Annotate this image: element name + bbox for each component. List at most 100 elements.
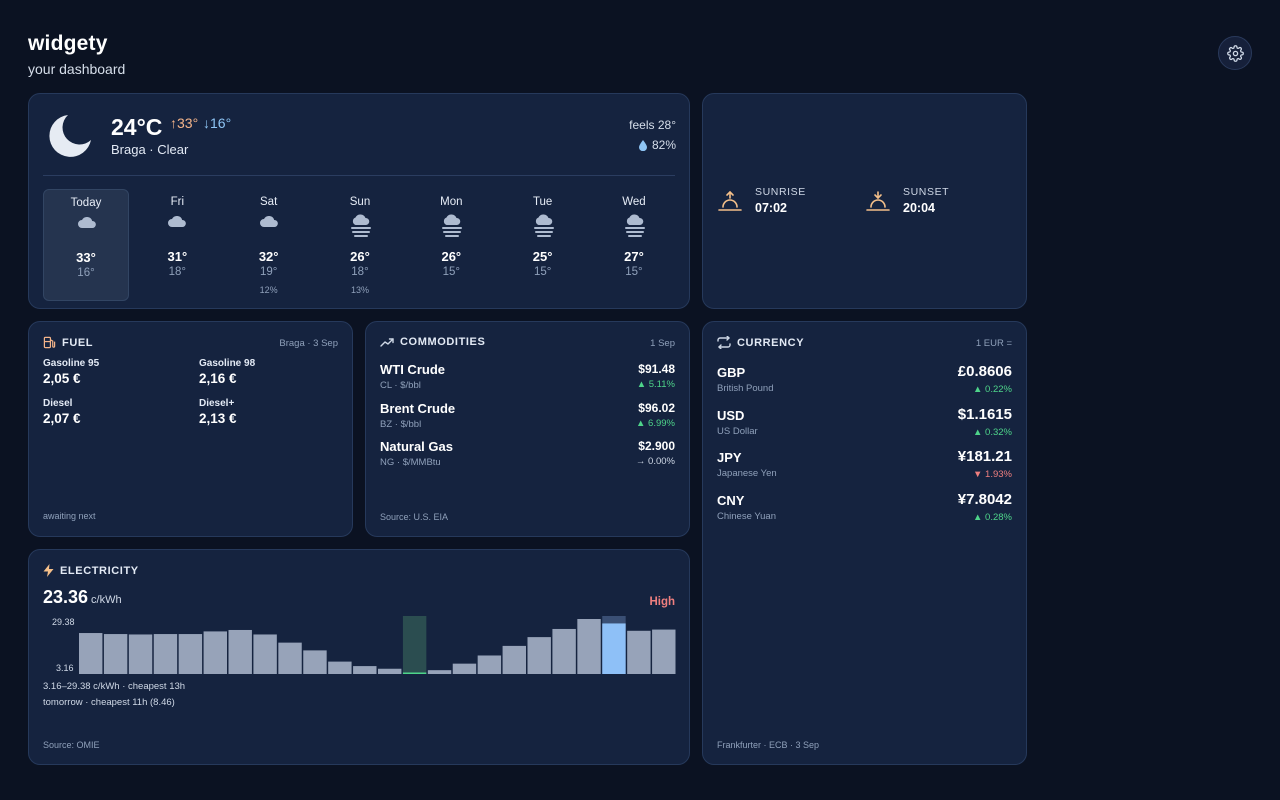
fuel-price: 2,05 € xyxy=(43,371,81,386)
electricity-footer: Source: OMIE xyxy=(43,740,100,750)
commodity-change: → 0.00% xyxy=(635,456,675,467)
hourly-price-bar[interactable] xyxy=(502,645,526,674)
forecast-day[interactable]: Mon 26° 15° xyxy=(408,189,494,301)
electricity-card: ELECTRICITY 23.36 c/kWh High 29.38 3.16 3… xyxy=(28,549,690,765)
forecast-low: 16° xyxy=(77,267,95,279)
currency-value: $1.1615 xyxy=(957,406,1012,423)
sunset: SUNSET 20:04 xyxy=(865,186,949,215)
current-temperature: 24°C xyxy=(111,114,163,140)
forecast-low: 15° xyxy=(533,266,552,278)
hourly-price-bar[interactable] xyxy=(103,634,128,674)
forecast-list: Today 33° 16° Fri 31° 18° Sat 32° 19° 12% Sun 26° 18… xyxy=(43,189,677,301)
forecast-low: 18° xyxy=(351,266,369,278)
currency-title: CURRENCY xyxy=(737,336,805,349)
commodity-name: WTI Crude xyxy=(380,362,445,377)
fog-icon xyxy=(441,213,463,242)
forecast-high: 33° xyxy=(76,250,96,265)
hourly-price-bar[interactable] xyxy=(552,628,576,674)
sunrise-time: 07:02 xyxy=(755,201,787,215)
forecast-day[interactable]: Wed 27° 15° xyxy=(591,189,677,301)
hourly-price-bar[interactable] xyxy=(427,670,452,674)
fuel-card: FUEL Braga · 3 Sep Gasoline 95 2,05 € Ga… xyxy=(28,321,353,537)
forecast-day[interactable]: Tue 25° 15° xyxy=(500,189,586,301)
currency-change: ▲ 0.22% xyxy=(973,384,1012,395)
hourly-price-bar[interactable] xyxy=(527,637,551,674)
hourly-price-bar[interactable] xyxy=(79,633,103,674)
hourly-price-bar[interactable] xyxy=(128,634,153,674)
droplet-icon xyxy=(638,139,647,151)
currency-code: JPY xyxy=(717,450,742,465)
chart-ymax-label: 29.38 xyxy=(52,617,75,627)
hourly-price-bar[interactable] xyxy=(253,634,277,674)
forecast-low: 19° xyxy=(259,266,278,278)
fuel-name: Gasoline 95 xyxy=(43,358,100,369)
forecast-high: 31° xyxy=(167,249,188,264)
forecast-high: 26° xyxy=(441,249,462,264)
humidity: 82% xyxy=(638,138,676,152)
commodity-price: $91.48 xyxy=(638,362,675,376)
currency-footer: Frankfurter · ECB · 3 Sep xyxy=(717,740,820,750)
currency-row: GBP British Pound £0.8606 ▲ 0.22% xyxy=(717,363,1012,399)
currency-header: CURRENCY xyxy=(717,336,804,349)
forecast-day[interactable]: Fri 31° 18° xyxy=(134,189,220,301)
hourly-price-bar[interactable] xyxy=(378,668,402,674)
fuel-meta: Braga · 3 Sep xyxy=(279,338,338,349)
hourly-price-bar[interactable] xyxy=(203,631,227,674)
settings-button[interactable] xyxy=(1218,36,1252,70)
hourly-price-bar[interactable] xyxy=(353,666,377,674)
forecast-day[interactable]: Sat 32° 19° 12% xyxy=(226,189,312,301)
hourly-price-bar[interactable] xyxy=(477,655,502,674)
sunrise: SUNRISE 07:02 xyxy=(717,186,806,215)
currency-value: £0.8606 xyxy=(957,363,1012,380)
cloud-icon xyxy=(259,213,279,234)
currency-change: ▼ 1.93% xyxy=(973,469,1012,480)
currency-card: CURRENCY 1 EUR = GBP British Pound £0.86… xyxy=(702,321,1027,765)
lightning-icon xyxy=(43,564,54,577)
forecast-low: 18° xyxy=(168,266,187,278)
fuel-price: 2,13 € xyxy=(199,411,237,426)
fog-icon xyxy=(624,213,646,242)
forecast-day-name: Wed xyxy=(622,196,646,208)
forecast-day[interactable]: Sun 26° 18° 13% xyxy=(317,189,403,301)
currency-name: British Pound xyxy=(717,383,774,394)
hourly-price-bar[interactable] xyxy=(602,623,626,674)
electricity-price-value: 23.36 xyxy=(43,587,89,607)
commodity-change: ▲ 5.11% xyxy=(636,379,675,390)
electricity-price-unit: c/kWh xyxy=(91,594,122,606)
humidity-value: 82% xyxy=(651,138,676,152)
app-title: widgety xyxy=(28,32,108,55)
feels-like: feels 28° xyxy=(629,118,676,132)
hourly-price-bar[interactable] xyxy=(328,661,352,674)
sunset-time: 20:04 xyxy=(903,201,935,215)
commodity-code: CL · $/bbl xyxy=(380,380,421,391)
commodities-card: COMMODITIES 1 Sep WTI Crude CL · $/bbl $… xyxy=(365,321,690,537)
commodities-footer: Source: U.S. EIA xyxy=(380,512,449,522)
forecast-high: 25° xyxy=(532,249,553,264)
fuel-name: Diesel xyxy=(43,398,73,409)
hourly-price-bar[interactable] xyxy=(577,619,601,674)
app-subtitle: your dashboard xyxy=(28,61,126,77)
commodities-header: COMMODITIES xyxy=(380,336,485,348)
hourly-price-bar[interactable] xyxy=(228,629,252,674)
currency-meta: 1 EUR = xyxy=(975,338,1012,349)
sunset-icon xyxy=(866,190,890,211)
hourly-price-bar[interactable] xyxy=(303,650,327,674)
price-range-text: 3.16–29.38 c/kWh · cheapest 13h xyxy=(43,681,186,692)
forecast-rain-chance: 12% xyxy=(259,285,278,295)
hourly-price-bar[interactable] xyxy=(402,672,427,675)
commodity-code: BZ · $/bbl xyxy=(380,419,422,430)
hourly-price-chart xyxy=(79,616,676,675)
commodity-code: NG · $/MMBtu xyxy=(380,457,441,468)
hourly-price-bar[interactable] xyxy=(652,629,676,674)
cloud-icon xyxy=(167,213,187,234)
forecast-day-name: Sun xyxy=(349,196,371,208)
hourly-price-bar[interactable] xyxy=(153,634,178,674)
fuel-pump-icon xyxy=(43,336,56,349)
electricity-header: ELECTRICITY xyxy=(43,564,139,577)
hourly-price-bar[interactable] xyxy=(627,630,651,674)
commodity-price: $2.900 xyxy=(638,439,675,453)
hourly-price-bar[interactable] xyxy=(452,663,477,674)
forecast-day[interactable]: Today 33° 16° xyxy=(43,189,129,301)
hourly-price-bar[interactable] xyxy=(178,634,203,674)
hourly-price-bar[interactable] xyxy=(278,642,302,674)
